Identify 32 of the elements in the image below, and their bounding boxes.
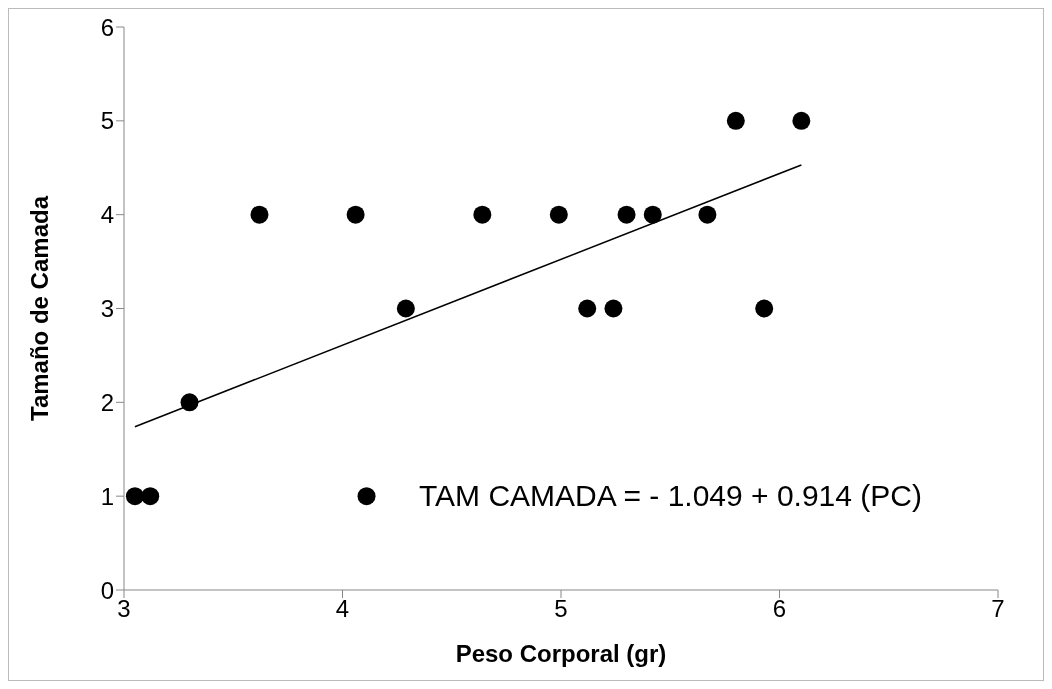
annotation: TAM CAMADA = - 1.049 + 0.914 (PC) <box>419 479 922 513</box>
x-tick-label: 6 <box>772 595 787 623</box>
point <box>473 205 492 224</box>
point <box>604 299 623 318</box>
point <box>698 205 717 224</box>
x-tick-label: 4 <box>335 595 350 623</box>
point <box>726 111 745 130</box>
point <box>396 299 415 318</box>
y-tick-label: 2 <box>100 388 114 416</box>
x-tick-label: 5 <box>554 595 568 623</box>
point <box>141 487 160 506</box>
point <box>357 487 376 506</box>
y-tick-label: 4 <box>100 201 114 229</box>
point <box>180 393 199 412</box>
y-axis-title: Tamaño de Camada <box>25 195 53 421</box>
point <box>125 487 144 506</box>
point <box>755 299 774 318</box>
x-tick-label: 7 <box>991 595 1005 623</box>
y-tick-label: 6 <box>100 13 114 41</box>
y-tick-label: 1 <box>100 482 114 510</box>
y-tick-label: 3 <box>100 295 114 323</box>
y-tick-label: 0 <box>100 576 114 604</box>
point <box>792 111 811 130</box>
point <box>250 205 269 224</box>
point <box>549 205 568 224</box>
point <box>617 205 636 224</box>
point <box>346 205 365 224</box>
point <box>643 205 662 224</box>
point <box>578 299 597 318</box>
x-tick-label: 3 <box>117 595 131 623</box>
x-axis-title: Peso Corporal (gr) <box>455 640 667 667</box>
y-tick-label: 5 <box>100 107 114 135</box>
